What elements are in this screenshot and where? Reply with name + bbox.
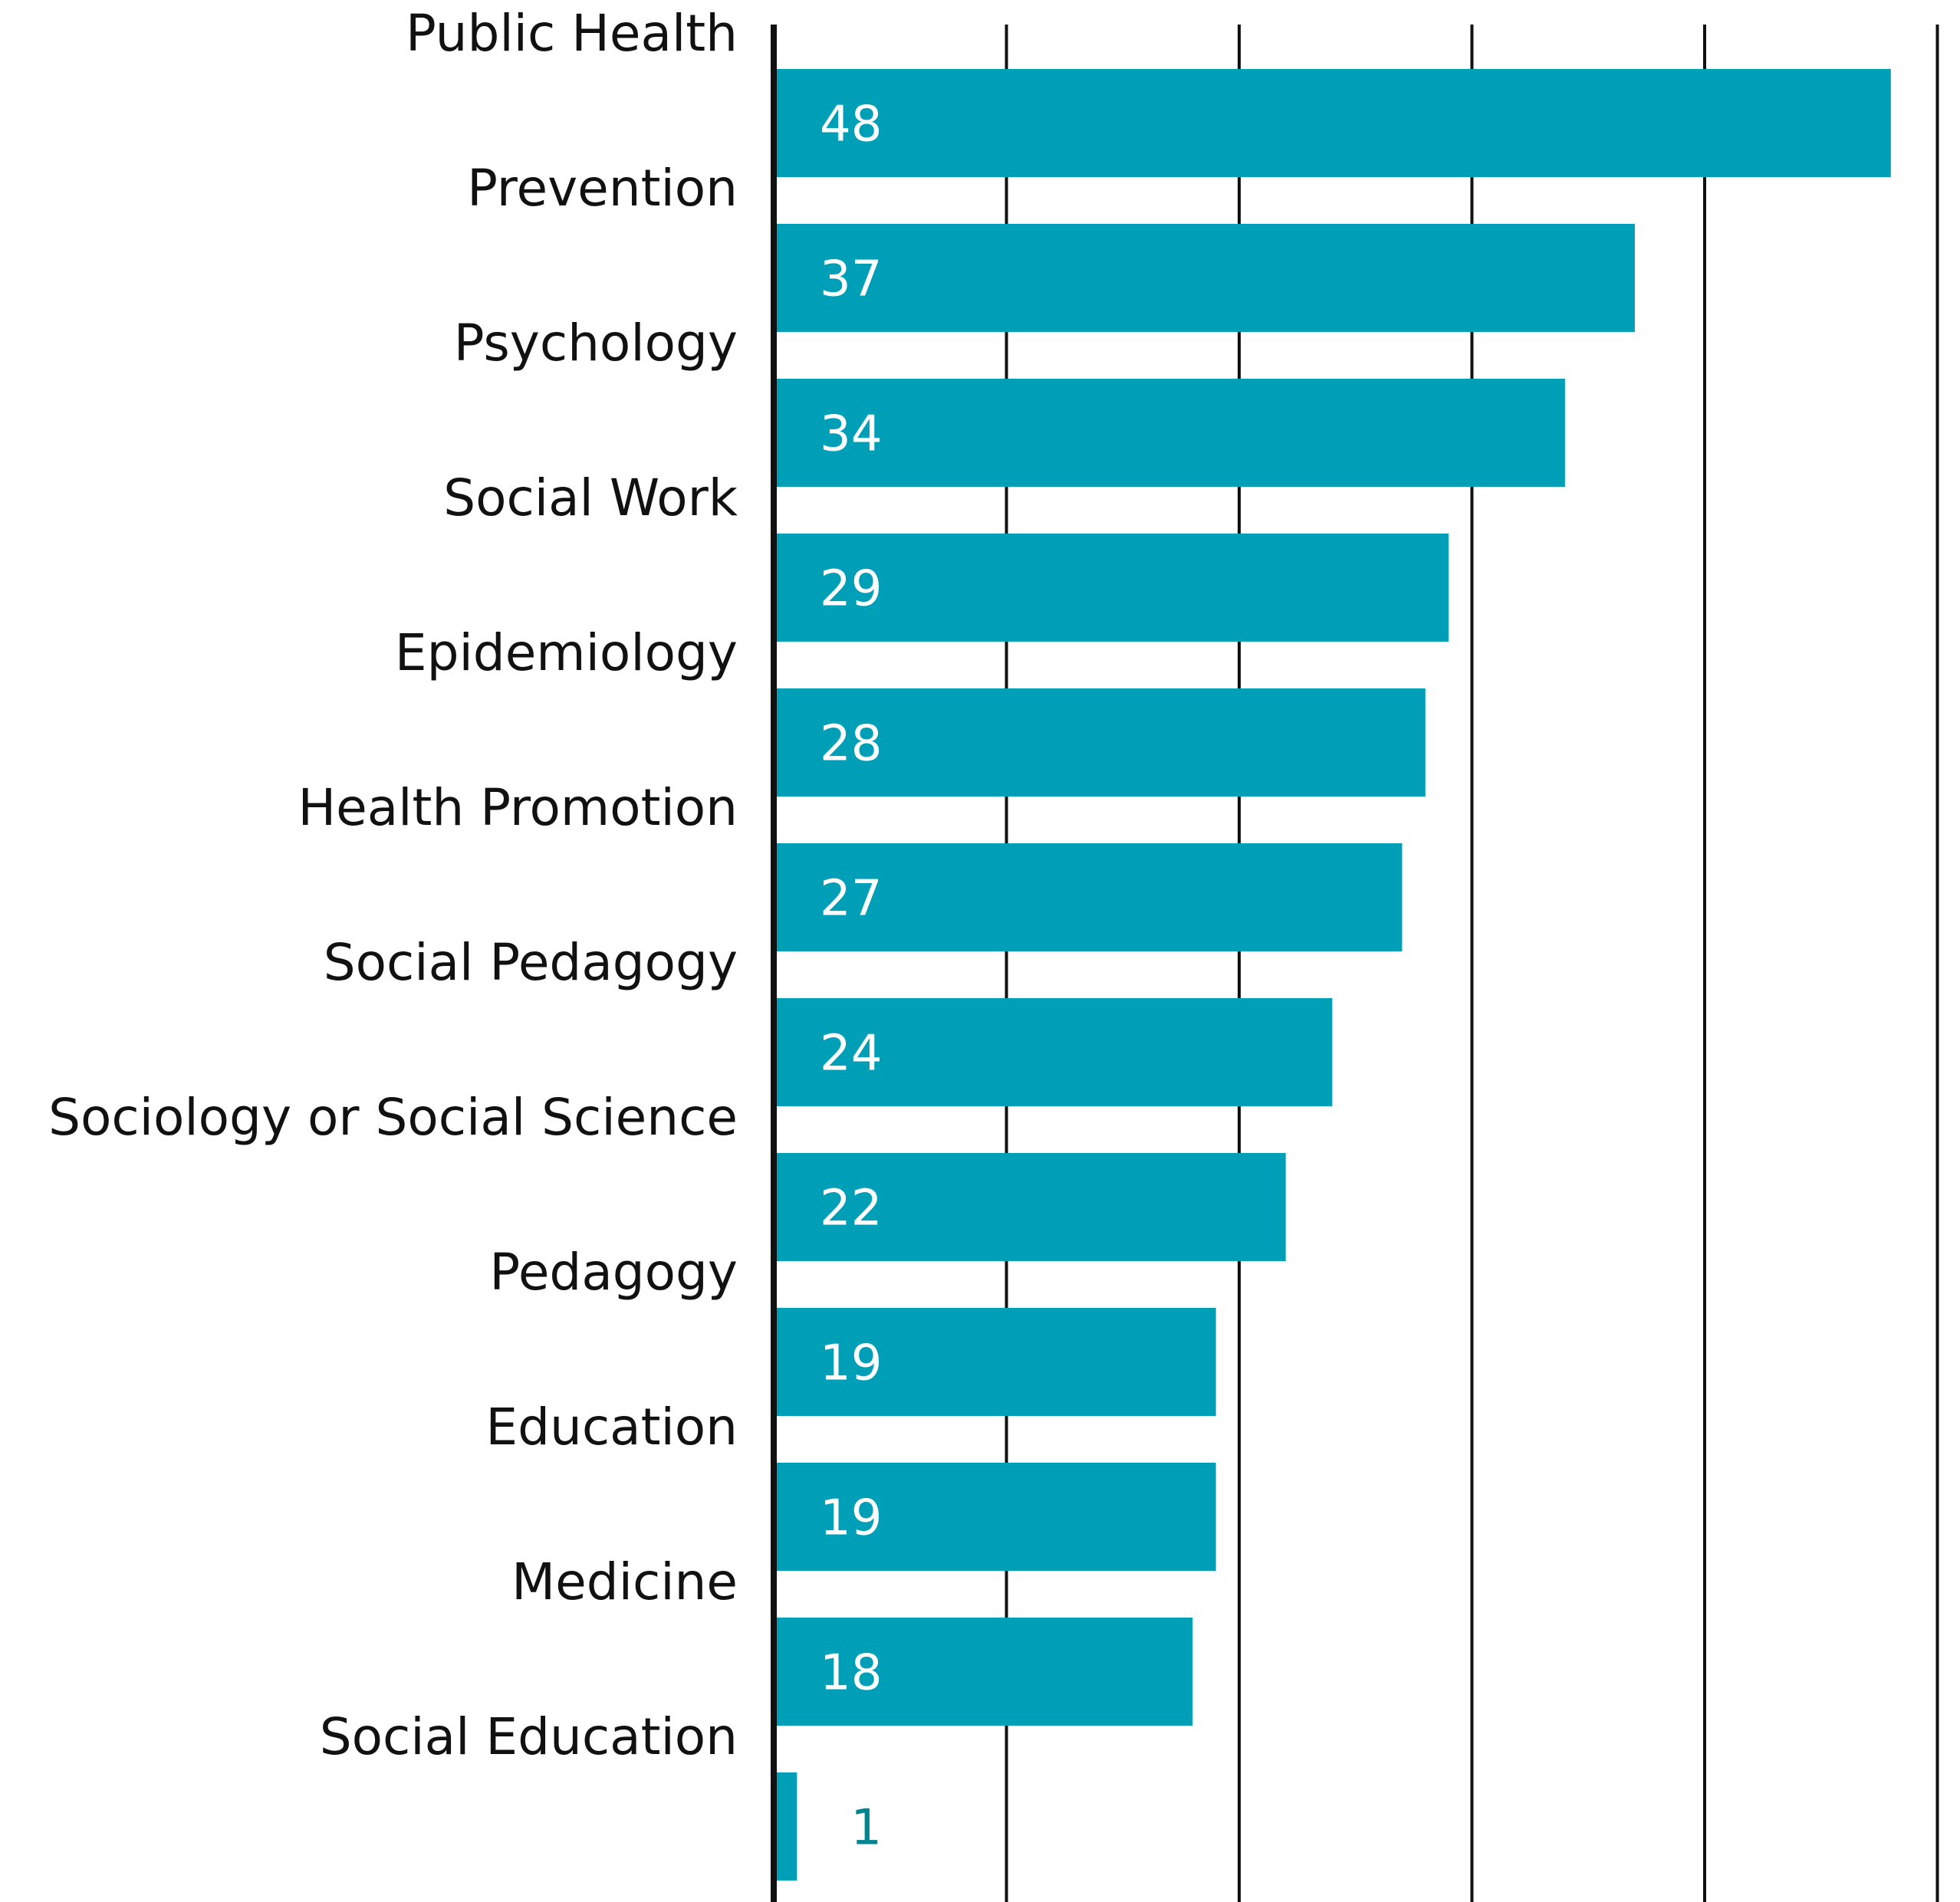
bar (774, 69, 1891, 177)
value-labels: 48 37 34 29 28 27 24 22 19 19 18 1 (820, 97, 882, 1857)
bars (774, 69, 1891, 1881)
category-label: Education (485, 1398, 738, 1457)
bar (774, 379, 1565, 487)
category-label: Health Promotion (298, 778, 738, 837)
category-label: Social Pedagogy (324, 933, 738, 992)
value-label: 48 (820, 97, 882, 153)
value-label: 24 (820, 1026, 882, 1082)
bar (774, 688, 1426, 797)
value-label: 29 (820, 561, 882, 618)
bar (774, 1772, 797, 1881)
value-label: 19 (820, 1335, 882, 1392)
category-label: Pedagogy (489, 1243, 738, 1302)
category-label: Medicine (511, 1552, 738, 1611)
value-label: 28 (820, 716, 882, 773)
value-label: 27 (820, 871, 882, 928)
value-label: 34 (820, 406, 882, 463)
bar (774, 843, 1403, 951)
bar (774, 224, 1635, 332)
category-label: Social Work (443, 468, 738, 527)
bar (774, 1308, 1216, 1416)
category-label: Social Education (320, 1707, 738, 1766)
bar (774, 1153, 1286, 1261)
bar (774, 998, 1333, 1106)
value-label: 22 (820, 1181, 882, 1237)
category-label: Prevention (467, 159, 738, 218)
value-label: 37 (820, 251, 882, 308)
bar (774, 1618, 1193, 1726)
category-label: Psychology (454, 314, 738, 373)
category-labels: Public Health Prevention Psychology Social … (48, 4, 738, 1766)
bar (774, 1463, 1216, 1571)
value-label: 18 (820, 1645, 882, 1702)
grid-lines (1005, 25, 1939, 1902)
value-label: 1 (850, 1800, 882, 1857)
bar (774, 534, 1449, 642)
category-label: Public Health (406, 4, 738, 63)
category-label: Sociology or Social Science (48, 1088, 738, 1147)
category-label: Epidemiology (395, 623, 738, 682)
value-label: 19 (820, 1490, 882, 1547)
